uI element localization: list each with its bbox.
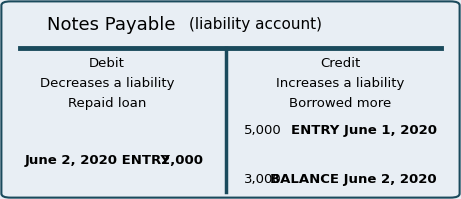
- Text: June 2, 2020 ENTRY: June 2, 2020 ENTRY: [24, 154, 170, 167]
- Text: Credit
Increases a liability
Borrowed more: Credit Increases a liability Borrowed mo…: [276, 57, 405, 110]
- Text: 2,000: 2,000: [161, 154, 203, 167]
- Text: (liability account): (liability account): [189, 18, 322, 32]
- Text: Notes Payable: Notes Payable: [47, 16, 176, 34]
- Text: 5,000: 5,000: [244, 124, 282, 137]
- Text: ENTRY June 1, 2020: ENTRY June 1, 2020: [291, 124, 437, 137]
- Text: 3,000: 3,000: [244, 174, 282, 186]
- Text: Debit
Decreases a liability
Repaid loan: Debit Decreases a liability Repaid loan: [40, 57, 174, 110]
- Text: BALANCE June 2, 2020: BALANCE June 2, 2020: [270, 174, 437, 186]
